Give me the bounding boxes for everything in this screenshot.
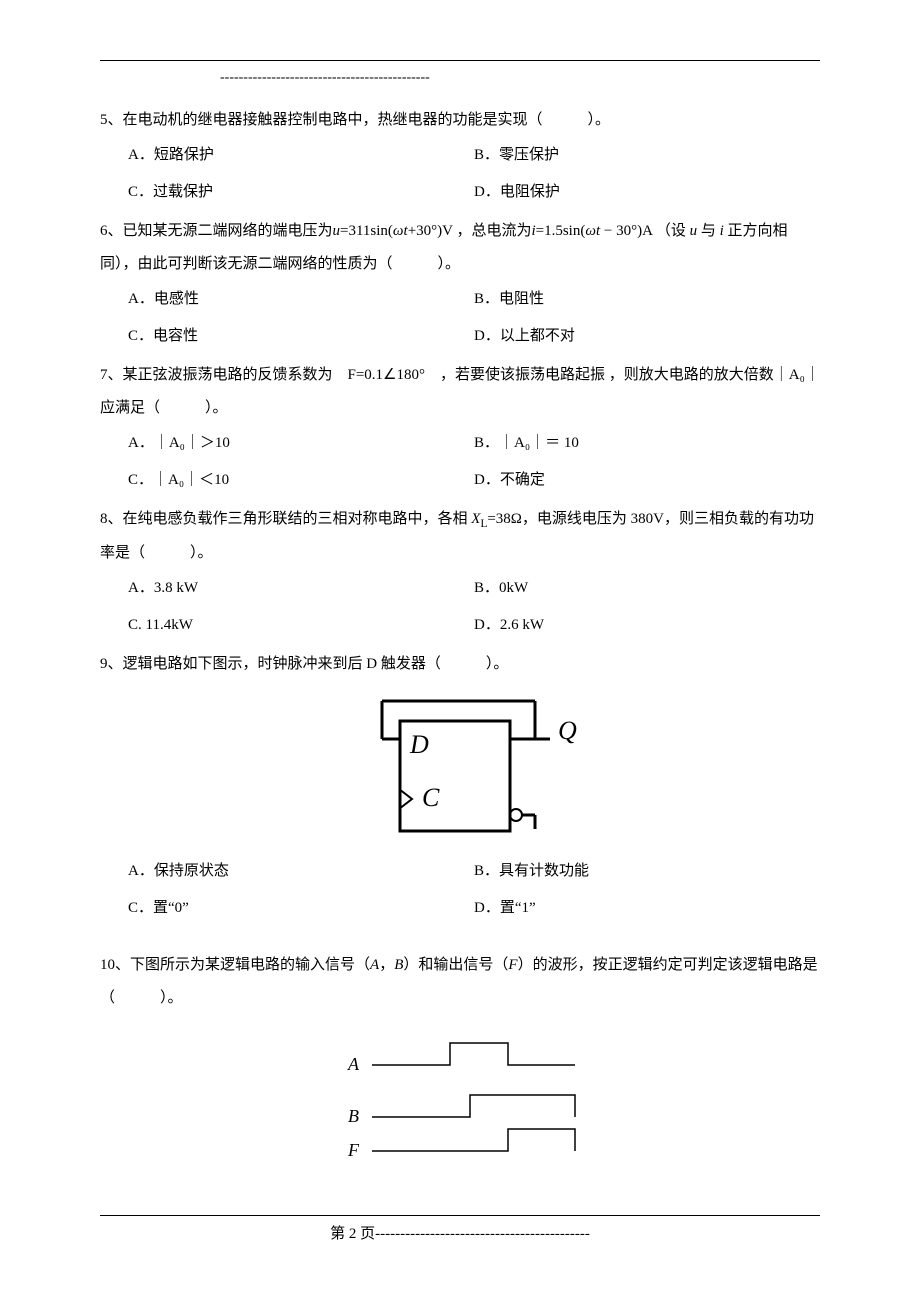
question-10: 10、下图所示为某逻辑电路的输入信号（A，B）和输出信号（F）的波形，按正逻辑约… <box>100 949 820 1175</box>
q8-opt-d: D．2.6 kW <box>474 607 820 644</box>
q7-options: A．｜A₀｜＞10 B．｜A₀｜＝ 10 C．｜A₀｜＜10 D．不确定 <box>100 425 820 499</box>
q8-opt-b: B．0kW <box>474 570 820 607</box>
exam-page: ----------------------------------------… <box>0 0 920 1291</box>
q6-w1: ω <box>393 223 404 239</box>
q8-opt-a: A．3.8 kW <box>128 570 474 607</box>
q6-opt-a: A．电感性 <box>128 281 474 318</box>
q8-pre: 8、在纯电感负载作三角形联结的三相对称电路中，各相 <box>100 511 471 527</box>
question-7: 7、某正弦波振荡电路的反馈系数为 F=0.1∠180° ，若要使该振荡电路起振 … <box>100 359 820 499</box>
q7-stem: 7、某正弦波振荡电路的反馈系数为 F=0.1∠180° ，若要使该振荡电路起振 … <box>100 359 820 425</box>
svg-text:B: B <box>348 1106 359 1126</box>
page-footer: 第 2 页-----------------------------------… <box>100 1215 820 1251</box>
svg-text:A: A <box>347 1054 360 1074</box>
svg-text:C: C <box>422 783 440 812</box>
q6-u2: u <box>690 223 698 239</box>
q8-opt-c: C. 11.4kW <box>128 607 474 644</box>
q9-figure: DC Q <box>100 691 820 841</box>
q6-stem: 6、已知某无源二端网络的端电压为u=311sin(ωt+30°)V ，总电流为i… <box>100 215 820 281</box>
q6-eq1b: +30°)V ，总电流为 <box>408 223 532 239</box>
q10-a: A <box>370 957 379 973</box>
question-9: 9、逻辑电路如下图示，时钟脉冲来到后 D 触发器（ ）。 DC Q A．保持原状态… <box>100 648 820 927</box>
q9-opt-b: B．具有计数功能 <box>474 853 820 890</box>
q6-text: 6、已知某无源二端网络的端电压为 <box>100 223 333 239</box>
q6-opt-b: B．电阻性 <box>474 281 820 318</box>
q7-opt-c: C．｜A₀｜＜10 <box>128 462 474 499</box>
q10-c: ， <box>379 957 394 973</box>
q9-options: A．保持原状态 B．具有计数功能 C．置“0” D．置“1” <box>100 853 820 927</box>
q6-w2: ω <box>585 223 596 239</box>
question-8: 8、在纯电感负载作三角形联结的三相对称电路中，各相 XL=38Ω，电源线电压为 … <box>100 503 820 644</box>
d-flipflop-diagram: DC Q <box>340 691 580 841</box>
q7-opt-b: B．｜A₀｜＝ 10 <box>474 425 820 462</box>
footer-dashes: ----------------------------------------… <box>375 1226 590 1242</box>
q6-eq2: =1.5sin( <box>536 223 586 239</box>
q5-opt-d: D．电阻保护 <box>474 174 820 211</box>
spacer <box>100 931 820 949</box>
q10-figure: A BF <box>100 1025 820 1175</box>
q6-u: u <box>333 223 341 239</box>
q10-pre: 10、下图所示为某逻辑电路的输入信号（ <box>100 957 370 973</box>
footer-page: 第 2 页 <box>330 1226 375 1242</box>
q6-and: 与 <box>697 223 720 239</box>
q6-eq2b: − 30°)A （设 <box>600 223 689 239</box>
question-6: 6、已知某无源二端网络的端电压为u=311sin(ωt+30°)V ，总电流为i… <box>100 215 820 355</box>
q5-stem: 5、在电动机的继电器接触器控制电路中，热继电器的功能是实现（ ）。 <box>100 104 820 137</box>
q5-opt-c: C．过载保护 <box>128 174 474 211</box>
question-5: 5、在电动机的继电器接触器控制电路中，热继电器的功能是实现（ ）。 A．短路保护… <box>100 104 820 211</box>
svg-text:D: D <box>409 730 429 759</box>
q9-opt-c: C．置“0” <box>128 890 474 927</box>
q7-opt-a: A．｜A₀｜＞10 <box>128 425 474 462</box>
top-dashes: ----------------------------------------… <box>220 63 820 94</box>
q10-b: B <box>394 957 403 973</box>
q8-options: A．3.8 kW B．0kW C. 11.4kW D．2.6 kW <box>100 570 820 644</box>
q7-opt-d: D．不确定 <box>474 462 820 499</box>
svg-text:F: F <box>347 1140 360 1160</box>
timing-diagram: A BF <box>330 1025 590 1175</box>
q5-opt-b: B．零压保护 <box>474 137 820 174</box>
q9-opt-a: A．保持原状态 <box>128 853 474 890</box>
q5-opt-a: A．短路保护 <box>128 137 474 174</box>
q8-stem: 8、在纯电感负载作三角形联结的三相对称电路中，各相 XL=38Ω，电源线电压为 … <box>100 503 820 570</box>
q5-options: A．短路保护 B．零压保护 C．过载保护 D．电阻保护 <box>100 137 820 211</box>
q9-stem: 9、逻辑电路如下图示，时钟脉冲来到后 D 触发器（ ）。 <box>100 648 820 681</box>
q10-mid: ）和输出信号（ <box>403 957 508 973</box>
q10-f: F <box>508 957 517 973</box>
top-rule <box>100 60 820 61</box>
svg-text:Q: Q <box>558 716 577 745</box>
q6-opt-d: D．以上都不对 <box>474 318 820 355</box>
q6-opt-c: C．电容性 <box>128 318 474 355</box>
q10-stem: 10、下图所示为某逻辑电路的输入信号（A，B）和输出信号（F）的波形，按正逻辑约… <box>100 949 820 1015</box>
q6-options: A．电感性 B．电阻性 C．电容性 D．以上都不对 <box>100 281 820 355</box>
q6-eq1: =311sin( <box>340 223 393 239</box>
q9-opt-d: D．置“1” <box>474 890 820 927</box>
